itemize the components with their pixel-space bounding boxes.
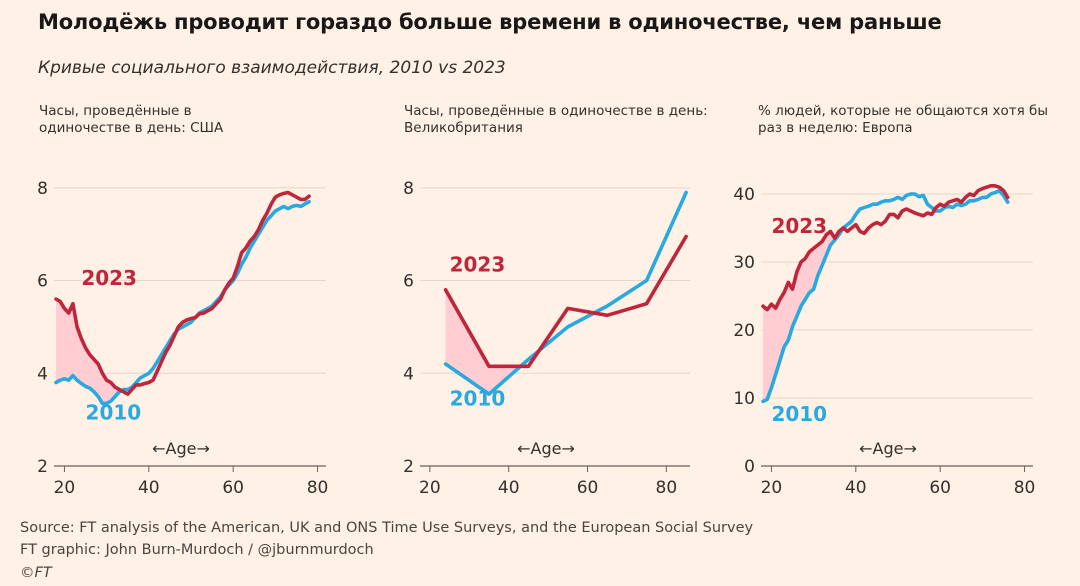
series-line-2023 xyxy=(761,184,1010,312)
x-tick-label: 20 xyxy=(419,478,441,498)
y-tick-label: 2 xyxy=(403,457,414,477)
panel-label-europe: % людей, которые не общаются хотя бы раз… xyxy=(758,103,1049,136)
series-label-2010: 2010 xyxy=(771,402,827,426)
gap-shading xyxy=(56,299,122,404)
y-tick-label: 8 xyxy=(403,179,414,199)
x-tick-label: 40 xyxy=(138,478,160,498)
series-line-2023 xyxy=(54,190,311,396)
x-tick-label: 80 xyxy=(307,478,329,498)
series-label-2023: 2023 xyxy=(450,252,506,276)
y-tick-label: 10 xyxy=(733,389,755,409)
y-tick-label: 4 xyxy=(37,364,48,384)
x-tick-label: 20 xyxy=(761,478,783,498)
x-tick-label: 60 xyxy=(222,478,244,498)
age-axis-label: ←Age→ xyxy=(517,439,575,458)
series-label-2010: 2010 xyxy=(86,401,142,425)
footer-copyright: ©FT xyxy=(20,565,52,581)
y-tick-label: 2 xyxy=(37,457,48,477)
series-line-2010 xyxy=(54,199,311,406)
chart-subtitle: Кривые социального взаимодействия, 2010 … xyxy=(38,58,506,78)
y-tick-label: 0 xyxy=(744,457,755,477)
y-tick-label: 6 xyxy=(37,272,48,292)
chart-panel-2: 2 4 6 8 20 40 60 80 ←Age→ 2023 2010 xyxy=(403,179,690,498)
y-tick-label: 6 xyxy=(403,272,414,292)
series-line-2010 xyxy=(443,190,688,396)
x-tick-label: 80 xyxy=(656,478,678,498)
chart-panel-3: 0 10 20 30 40 20 40 60 80 ←Age→ 2023 2010 xyxy=(733,184,1036,498)
age-axis-label: ←Age→ xyxy=(152,439,210,458)
chart-title: Молодёжь проводит гораздо больше времени… xyxy=(38,10,942,34)
series-line-2010 xyxy=(761,188,1010,404)
x-tick-label: 60 xyxy=(929,478,951,498)
series-line-2023 xyxy=(443,234,688,369)
x-tick-label: 80 xyxy=(1014,478,1036,498)
series-label-2023: 2023 xyxy=(81,266,137,290)
panel-label-uk: Часы, проведённые в одиночестве в день: … xyxy=(404,103,708,136)
x-tick-label: 40 xyxy=(845,478,867,498)
y-tick-label: 8 xyxy=(37,179,48,199)
y-tick-label: 40 xyxy=(733,185,755,205)
series-label-2010: 2010 xyxy=(450,387,506,411)
x-tick-label: 60 xyxy=(577,478,599,498)
y-tick-label: 20 xyxy=(733,321,755,341)
x-tick-label: 20 xyxy=(54,478,76,498)
footer-graphic: FT graphic: John Burn-Murdoch / @jburnmu… xyxy=(20,542,374,558)
age-axis-label: ←Age→ xyxy=(859,439,917,458)
x-tick-label: 40 xyxy=(498,478,520,498)
chart-panel-1: 2 4 6 8 20 40 60 80 ←Age→ 2023 2010 xyxy=(37,179,328,498)
footer-source: Source: FT analysis of the American, UK … xyxy=(20,520,754,536)
y-tick-label: 4 xyxy=(403,364,414,384)
y-tick-label: 30 xyxy=(733,253,755,273)
panel-label-usa: Часы, проведённые в одиночестве в день: … xyxy=(39,103,224,136)
series-label-2023: 2023 xyxy=(771,214,827,238)
